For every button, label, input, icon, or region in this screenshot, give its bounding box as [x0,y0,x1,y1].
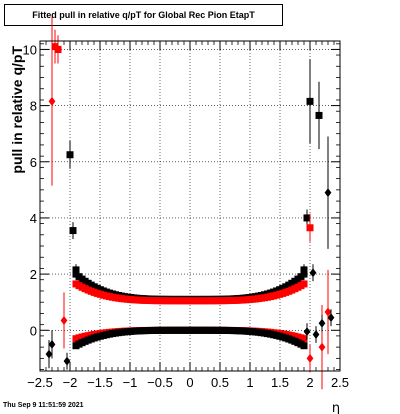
data-point-diamond [60,315,68,325]
y-tick-label: 10 [23,42,37,57]
x-tick-label: 1.5 [271,375,289,390]
data-point-square [66,151,74,159]
x-tick-label: −2 [63,375,78,390]
y-tick-label: 2 [30,267,37,282]
y-axis-label: pull in relative q/pT [9,46,25,174]
x-tick-label: −1 [123,375,138,390]
data-point-diamond [318,342,326,352]
data-point-square [300,342,308,350]
data-point-square [72,266,80,274]
data-point-square [303,214,311,222]
chart-title: Fitted pull in relative q/pT for Global … [32,10,255,20]
x-tick-label: −0.5 [147,375,173,390]
data-point-diamond [63,356,71,366]
data-point-diamond [327,313,335,323]
y-tick-label: 0 [30,323,37,338]
data-point-square [300,266,308,274]
data-point-square [54,45,62,53]
x-tick-label: −1.5 [87,375,113,390]
x-tick-label: 2.5 [331,375,349,390]
data-point-diamond [45,349,53,359]
data-point-square [306,224,314,232]
data-point-diamond [48,96,56,106]
data-points [45,17,335,390]
data-point-diamond [303,327,311,337]
y-tick-label: 4 [30,211,37,226]
data-point-diamond [306,353,314,363]
data-point-diamond [48,339,56,349]
timestamp-footer: Thu Sep 9 11:51:59 2021 [3,402,84,409]
x-tick-label: 2 [306,375,313,390]
x-tick-label: 1 [246,375,253,390]
data-point-square [306,97,314,105]
chart-title-box: Fitted pull in relative q/pT for Global … [4,4,283,26]
data-point-square [300,280,308,288]
x-axis-label: η [332,401,340,414]
data-point-square [300,335,308,343]
data-point-diamond [309,268,317,278]
data-point-square [69,227,77,235]
x-tick-label: 0 [186,375,193,390]
data-point-diamond [324,188,332,198]
y-tick-label: 6 [30,155,37,170]
data-point-diamond [312,329,320,339]
data-point-square [315,111,323,119]
x-tick-label: 0.5 [211,375,229,390]
y-tick-label: 8 [30,99,37,114]
plot-frame-border [39,40,341,372]
x-tick-label: −2.5 [27,375,53,390]
data-point-diamond [324,307,332,317]
data-point-diamond [318,318,326,328]
